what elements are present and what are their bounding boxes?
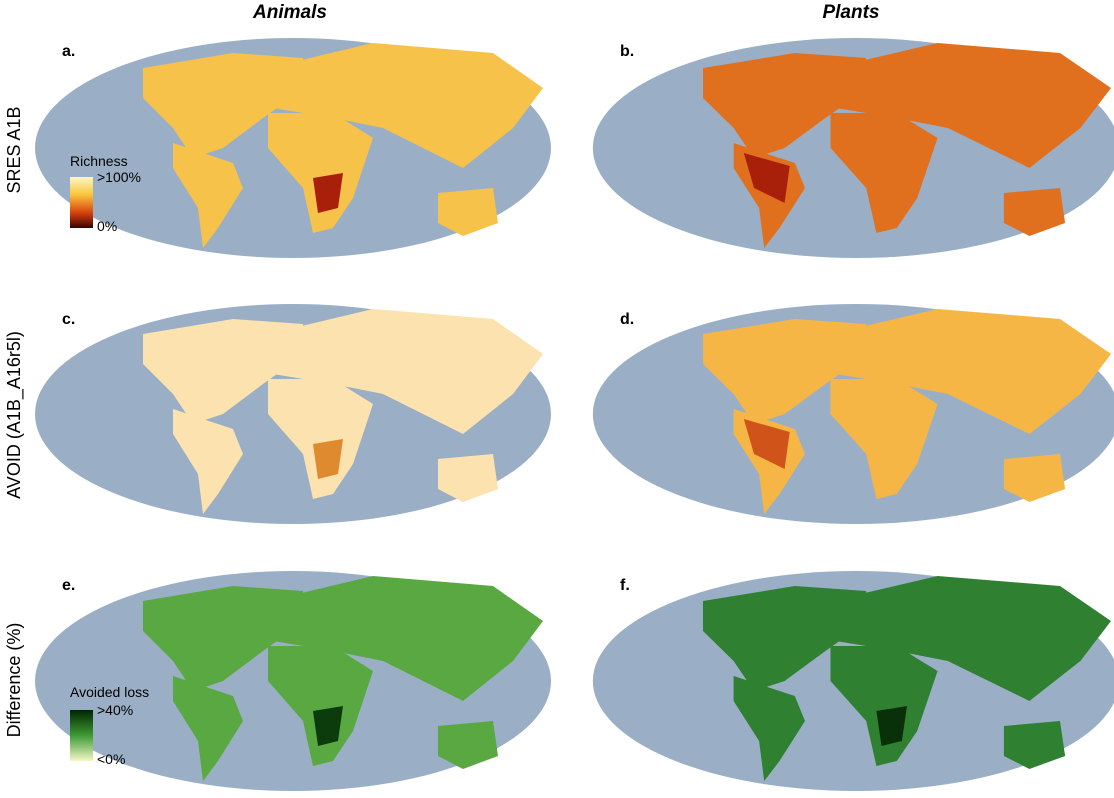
legend-title: Avoided loss [70,684,149,700]
legend-max: >100% [97,169,141,185]
panel-letter: f. [620,577,630,594]
colorbar [70,710,93,761]
legend-min: 0% [97,218,117,234]
panel-letter: b. [620,43,634,60]
maps [35,38,1114,791]
map-f [592,571,1114,791]
panel-letter: e. [62,577,75,594]
row-label: AVOID (A1B_A16r5l) [4,331,25,499]
panel-letter: d. [620,311,634,328]
map-d [592,304,1114,524]
legend-richness: Richness >100% 0% [70,153,141,234]
panel-letter: c. [62,311,75,328]
legend-title: Richness [70,153,128,169]
panel-letter: a. [62,43,75,60]
map-e [35,571,551,791]
column-title: Animals [252,2,327,23]
map-a [35,38,551,258]
row-label: Difference (%) [4,623,24,738]
map-b [592,38,1114,258]
legend-avoided: Avoided loss >40% <0% [70,684,149,767]
map-c [35,304,551,524]
legend-min: <0% [97,751,125,767]
colorbar [70,177,93,228]
row-label: SRES A1B [4,106,24,193]
column-title: Plants [822,2,879,23]
legend-max: >40% [97,702,133,718]
